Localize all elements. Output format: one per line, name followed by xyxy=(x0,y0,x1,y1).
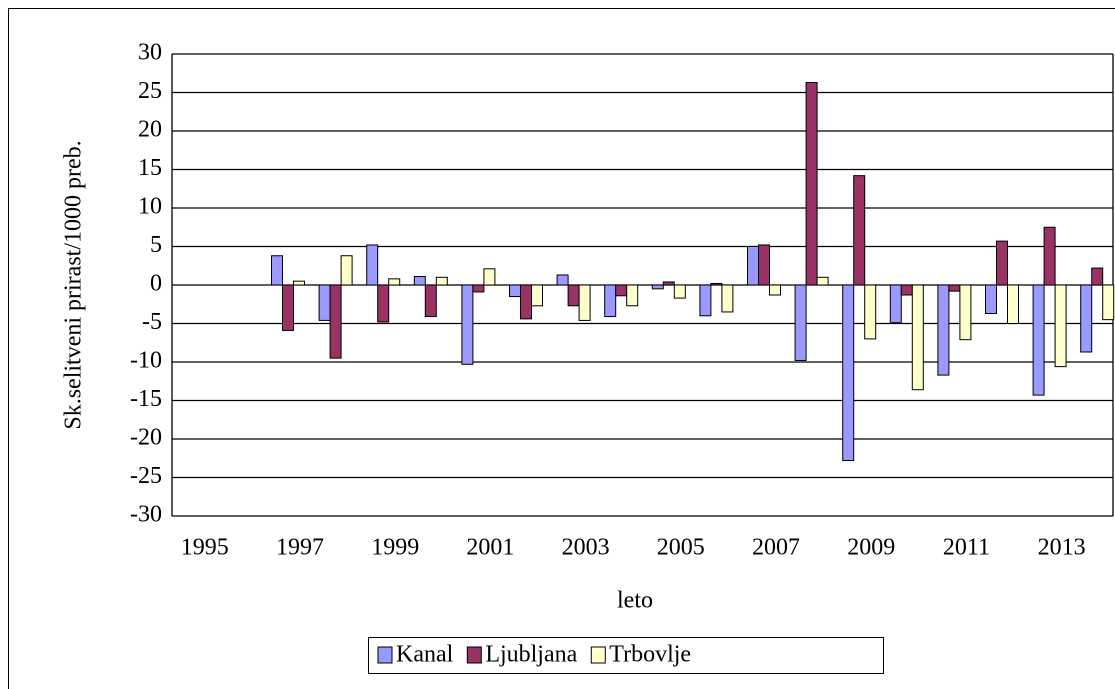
legend-swatch xyxy=(377,646,393,664)
x-tick-label: 2007 xyxy=(752,535,800,561)
y-tick-label: 5 xyxy=(150,232,162,258)
legend-box xyxy=(368,637,884,674)
bar xyxy=(1080,284,1093,353)
bar xyxy=(1032,284,1045,396)
bar xyxy=(377,284,390,323)
bar xyxy=(794,284,807,361)
bar xyxy=(483,268,496,286)
chart-frame xyxy=(8,8,1115,689)
bar xyxy=(520,284,532,320)
bar xyxy=(1007,284,1019,324)
y-tick-label: -30 xyxy=(130,502,162,528)
bar xyxy=(435,276,448,286)
bar xyxy=(509,284,521,298)
x-tick-label: 1999 xyxy=(371,535,419,561)
bar xyxy=(959,284,972,341)
bar xyxy=(556,274,569,286)
bar xyxy=(937,284,950,376)
bar xyxy=(673,284,686,299)
bar xyxy=(1054,284,1067,368)
bar xyxy=(651,284,664,290)
x-axis-label: leto xyxy=(617,588,653,614)
bar xyxy=(604,284,617,318)
y-tick-label: 15 xyxy=(138,155,162,181)
bar xyxy=(710,282,723,286)
bar xyxy=(699,284,712,317)
bar xyxy=(889,284,902,324)
bar xyxy=(567,284,580,307)
bar xyxy=(282,284,294,331)
legend-label: Ljubljana xyxy=(485,642,577,668)
bar xyxy=(900,284,913,296)
bar xyxy=(911,284,924,391)
bar xyxy=(996,240,1008,286)
bar xyxy=(615,284,628,297)
bar xyxy=(461,284,474,365)
bar xyxy=(318,284,331,321)
bar xyxy=(388,278,401,286)
bar xyxy=(662,281,675,286)
bar xyxy=(472,284,485,293)
bar xyxy=(842,284,855,462)
y-tick-label: -20 xyxy=(130,425,162,451)
y-tick-label: -25 xyxy=(130,463,162,489)
x-tick-label: 2009 xyxy=(847,535,895,561)
legend-label: Kanal xyxy=(396,642,454,668)
bar xyxy=(293,280,305,286)
bar xyxy=(340,255,353,286)
bar xyxy=(853,175,866,286)
y-tick-label: -10 xyxy=(130,348,162,374)
bar xyxy=(626,284,639,307)
y-tick-label: 10 xyxy=(138,194,162,220)
y-tick-label: 20 xyxy=(138,117,162,143)
x-tick-label: 2003 xyxy=(562,535,610,561)
x-tick-label: 1997 xyxy=(276,535,324,561)
bar xyxy=(985,284,997,314)
bar xyxy=(578,284,591,321)
bar xyxy=(864,284,877,340)
bar xyxy=(329,284,342,359)
bar xyxy=(424,284,437,318)
bar xyxy=(816,276,829,286)
y-tick-label: 0 xyxy=(150,271,162,297)
bar xyxy=(805,81,818,286)
bar xyxy=(747,246,759,286)
y-tick-label: 30 xyxy=(138,40,162,66)
y-tick-label: -15 xyxy=(130,386,162,412)
bar xyxy=(948,284,961,292)
bar xyxy=(531,284,543,307)
bar xyxy=(413,276,426,286)
y-axis-label: Sk.selitveni prirast/1000 preb. xyxy=(61,140,87,429)
bar xyxy=(769,284,781,296)
x-tick-label: 1995 xyxy=(181,535,229,561)
x-tick-label: 2001 xyxy=(466,535,514,561)
bar xyxy=(366,244,379,286)
bar xyxy=(758,244,770,286)
y-tick-label: 25 xyxy=(138,78,162,104)
x-tick-label: 2013 xyxy=(1038,535,1086,561)
y-tick-label: -5 xyxy=(142,309,162,335)
bar xyxy=(271,255,283,286)
legend-swatch xyxy=(466,646,482,664)
bar xyxy=(721,284,734,313)
bar xyxy=(1043,226,1056,286)
legend-swatch xyxy=(590,646,606,664)
legend-label: Trbovlje xyxy=(609,642,691,668)
x-tick-label: 2005 xyxy=(657,535,705,561)
bar xyxy=(1091,267,1104,286)
bar xyxy=(1102,284,1115,321)
x-tick-label: 2011 xyxy=(943,535,990,561)
